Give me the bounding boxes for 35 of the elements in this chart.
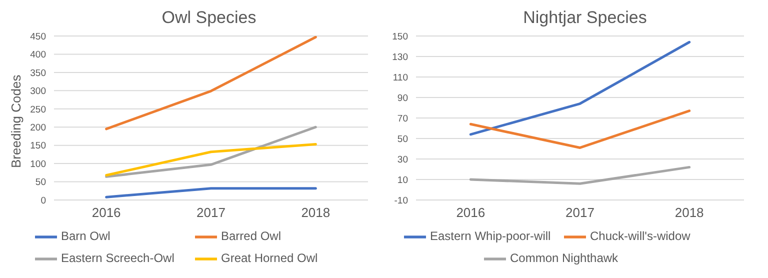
x-tick-label: 2016: [456, 205, 486, 220]
legend-label: Common Nighthawk: [510, 250, 620, 268]
y-tick-label: 450: [30, 31, 46, 42]
legend-label: Chuck-will's-widow: [590, 228, 692, 246]
y-tick-label: 150: [30, 140, 46, 152]
y-tick-label: 200: [30, 122, 46, 134]
y-tick-label: 50: [397, 134, 408, 145]
legend-label: Eastern Whip-poor-will: [430, 228, 552, 246]
y-tick-label: 100: [30, 158, 46, 170]
x-tick-label: 2017: [196, 205, 226, 220]
x-tick-label: 2017: [566, 205, 594, 220]
y-tick-label: 150: [392, 31, 408, 42]
y-tick-label: 30: [397, 154, 408, 166]
y-axis-title: Breeding Codes: [8, 74, 24, 168]
legend-label: Barn Owl: [61, 228, 112, 246]
y-tick-label: 0: [40, 195, 46, 206]
legend-label: Barred Owl: [221, 228, 282, 246]
y-tick-label: 110: [392, 72, 408, 84]
y-tick-label: 350: [30, 68, 46, 79]
chart-title: Owl Species: [160, 8, 258, 29]
y-tick-label: 300: [30, 86, 46, 98]
x-tick-label: 2016: [92, 205, 121, 220]
legend-label: Eastern Screech-Owl: [61, 250, 176, 268]
x-tick-label: 2018: [301, 205, 330, 220]
y-tick-label: 250: [30, 104, 46, 116]
y-tick-label: 50: [35, 177, 46, 188]
y-tick-label: 130: [392, 52, 408, 63]
y-tick-label: 10: [397, 174, 408, 186]
chart-title: Nightjar Species: [522, 8, 648, 29]
y-tick-label: 400: [30, 50, 46, 61]
y-tick-label: 90: [397, 92, 408, 104]
y-tick-label: -10: [394, 195, 408, 206]
legend-label: Great Horned Owl: [221, 250, 319, 268]
x-tick-label: 2018: [674, 205, 704, 220]
y-tick-label: 70: [397, 113, 408, 124]
